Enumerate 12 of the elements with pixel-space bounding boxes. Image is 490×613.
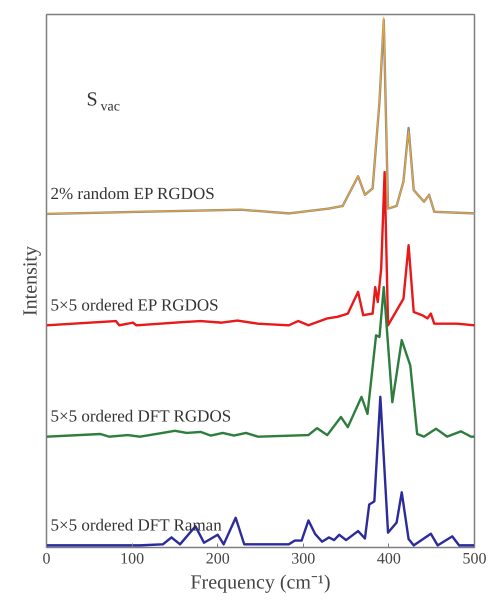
- x-tick-label: 300: [291, 550, 316, 568]
- series-label: 5×5 ordered DFT RGDOS: [50, 406, 232, 426]
- series-label: 2% random EP RGDOS: [50, 184, 215, 203]
- x-tick-label: 0: [42, 550, 50, 568]
- y-axis-title: Intensity: [20, 246, 42, 316]
- x-tick-label: 200: [206, 550, 230, 568]
- x-tick-label: 400: [376, 550, 401, 568]
- series-label: 5×5 ordered EP RGDOS: [50, 295, 219, 314]
- x-tick-label: 100: [120, 550, 144, 568]
- x-tick-label: 500: [462, 550, 486, 568]
- x-axis-title: Frequency (cm⁻¹): [190, 572, 331, 594]
- series-label: 5×5 ordered DFT Raman: [50, 515, 222, 534]
